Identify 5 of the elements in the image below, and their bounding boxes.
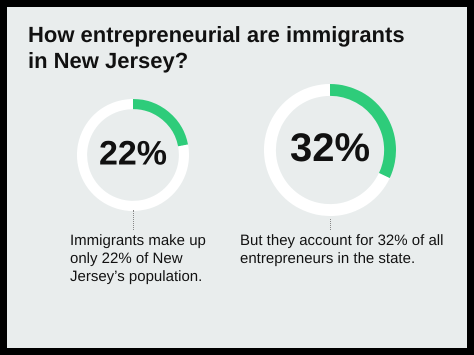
text: Immigrants make up only 22% of New Jersey’s population.	[70, 232, 207, 286]
chart-title: How entrepreneurial are immigrants in New Jersey?	[28, 22, 406, 74]
data-label: 32%	[290, 126, 370, 170]
text: But they account for 32% of all entrepreneurs in the state.	[240, 232, 444, 268]
data-label: 22%	[98, 134, 168, 172]
